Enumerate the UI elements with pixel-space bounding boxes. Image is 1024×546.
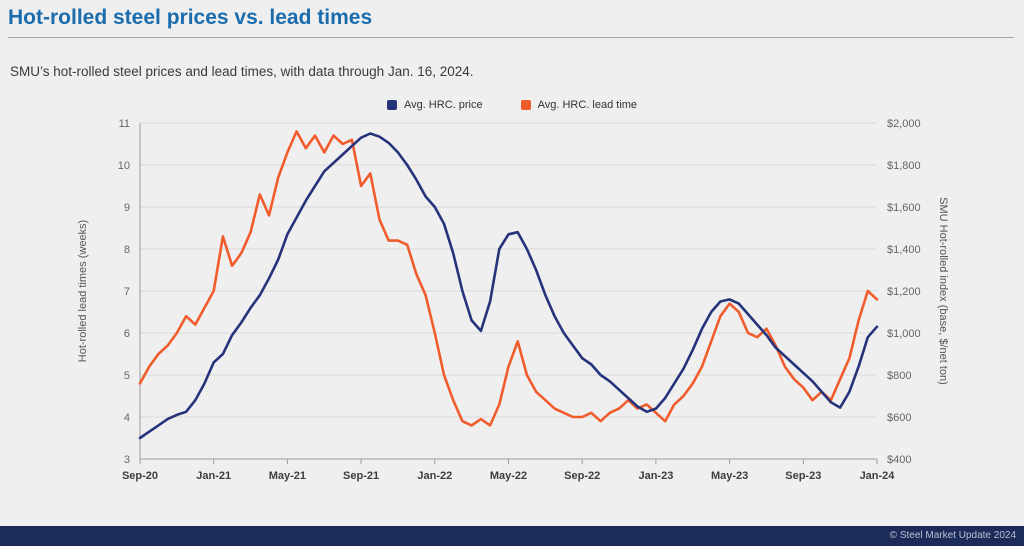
svg-text:Jan-21: Jan-21 (196, 470, 231, 482)
svg-text:$800: $800 (887, 370, 911, 382)
svg-text:$2,000: $2,000 (887, 118, 921, 130)
svg-text:$1,000: $1,000 (887, 328, 921, 340)
chart-canvas[interactable]: 3 $400 4 $600 5 $800 6 $1,000 7 $1,200 8 $1,400 9 $1,… (0, 115, 1000, 497)
svg-text:Jan-23: Jan-23 (638, 470, 673, 482)
svg-text:5: 5 (124, 370, 130, 382)
svg-text:$1,600: $1,600 (887, 202, 921, 214)
page-title: Hot-rolled steel prices vs. lead times (8, 6, 373, 29)
svg-text:May-23: May-23 (711, 470, 748, 482)
svg-text:6: 6 (124, 328, 130, 340)
lead-time-line[interactable] (138, 130, 879, 427)
svg-text:3: 3 (124, 454, 130, 466)
svg-text:4: 4 (124, 412, 130, 424)
svg-text:10: 10 (118, 160, 130, 172)
legend-item-lead-time[interactable]: Avg. HRC. lead time (520, 99, 638, 111)
price-line[interactable] (138, 132, 879, 440)
svg-text:11: 11 (119, 118, 130, 130)
copyright-text: © Steel Market Update 2024 (889, 530, 1016, 541)
svg-text:Sep-22: Sep-22 (564, 470, 600, 482)
title-divider (8, 37, 1014, 38)
svg-text:8: 8 (124, 244, 130, 256)
chart-area: 3 $400 4 $600 5 $800 6 $1,000 7 $1,200 8 $1,400 9 $1,… (0, 115, 1024, 502)
svg-text:$1,800: $1,800 (887, 160, 921, 172)
svg-text:Sep-23: Sep-23 (785, 470, 821, 482)
svg-text:9: 9 (124, 202, 130, 214)
svg-text:Sep-21: Sep-21 (343, 470, 379, 482)
svg-text:Hot-rolled lead times (weeks): Hot-rolled lead times (weeks) (77, 220, 89, 362)
page-header: Hot-rolled steel prices vs. lead times (0, 0, 1024, 38)
legend-label-lead-time: Avg. HRC. lead time (537, 99, 638, 111)
legend-label-price: Avg. HRC. price (403, 99, 483, 111)
svg-text:$1,400: $1,400 (887, 244, 921, 256)
footer-bar: © Steel Market Update 2024 (0, 526, 1024, 546)
price-swatch-icon (386, 100, 397, 110)
chart-legend: Avg. HRC. price Avg. HRC. lead time (0, 99, 1024, 111)
svg-text:$600: $600 (887, 412, 911, 424)
svg-text:Sep-20: Sep-20 (122, 470, 158, 482)
chart-description: SMU’s hot-rolled steel prices and lead t… (10, 64, 474, 79)
legend-item-price[interactable]: Avg. HRC. price (386, 99, 483, 111)
svg-text:May-21: May-21 (269, 470, 306, 482)
svg-text:$400: $400 (887, 454, 911, 466)
lead-time-swatch-icon (520, 100, 531, 110)
svg-text:Jan-24: Jan-24 (860, 470, 896, 482)
svg-text:Jan-22: Jan-22 (417, 470, 452, 482)
svg-text:May-22: May-22 (490, 470, 527, 482)
svg-text:$1,200: $1,200 (887, 286, 921, 298)
svg-text:7: 7 (124, 286, 130, 298)
svg-text:SMU Hot-rolled index (base, $/: SMU Hot-rolled index (base, $/net ton) (937, 197, 949, 385)
